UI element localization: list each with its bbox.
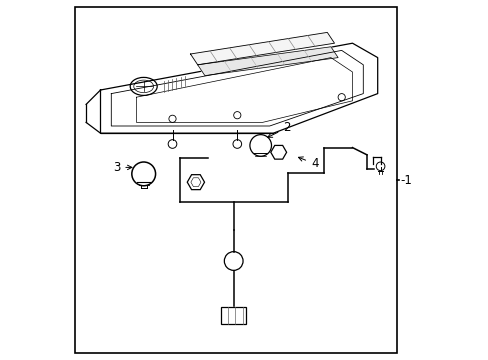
Text: 4: 4 — [298, 157, 318, 170]
Circle shape — [249, 135, 271, 156]
Bar — [75, 7, 397, 353]
Circle shape — [132, 162, 155, 186]
Text: 3: 3 — [113, 161, 132, 174]
Polygon shape — [190, 32, 334, 65]
Text: 2: 2 — [267, 121, 290, 137]
Polygon shape — [101, 43, 377, 133]
Text: -1: -1 — [400, 174, 412, 186]
FancyBboxPatch shape — [221, 307, 246, 324]
Polygon shape — [197, 47, 337, 76]
